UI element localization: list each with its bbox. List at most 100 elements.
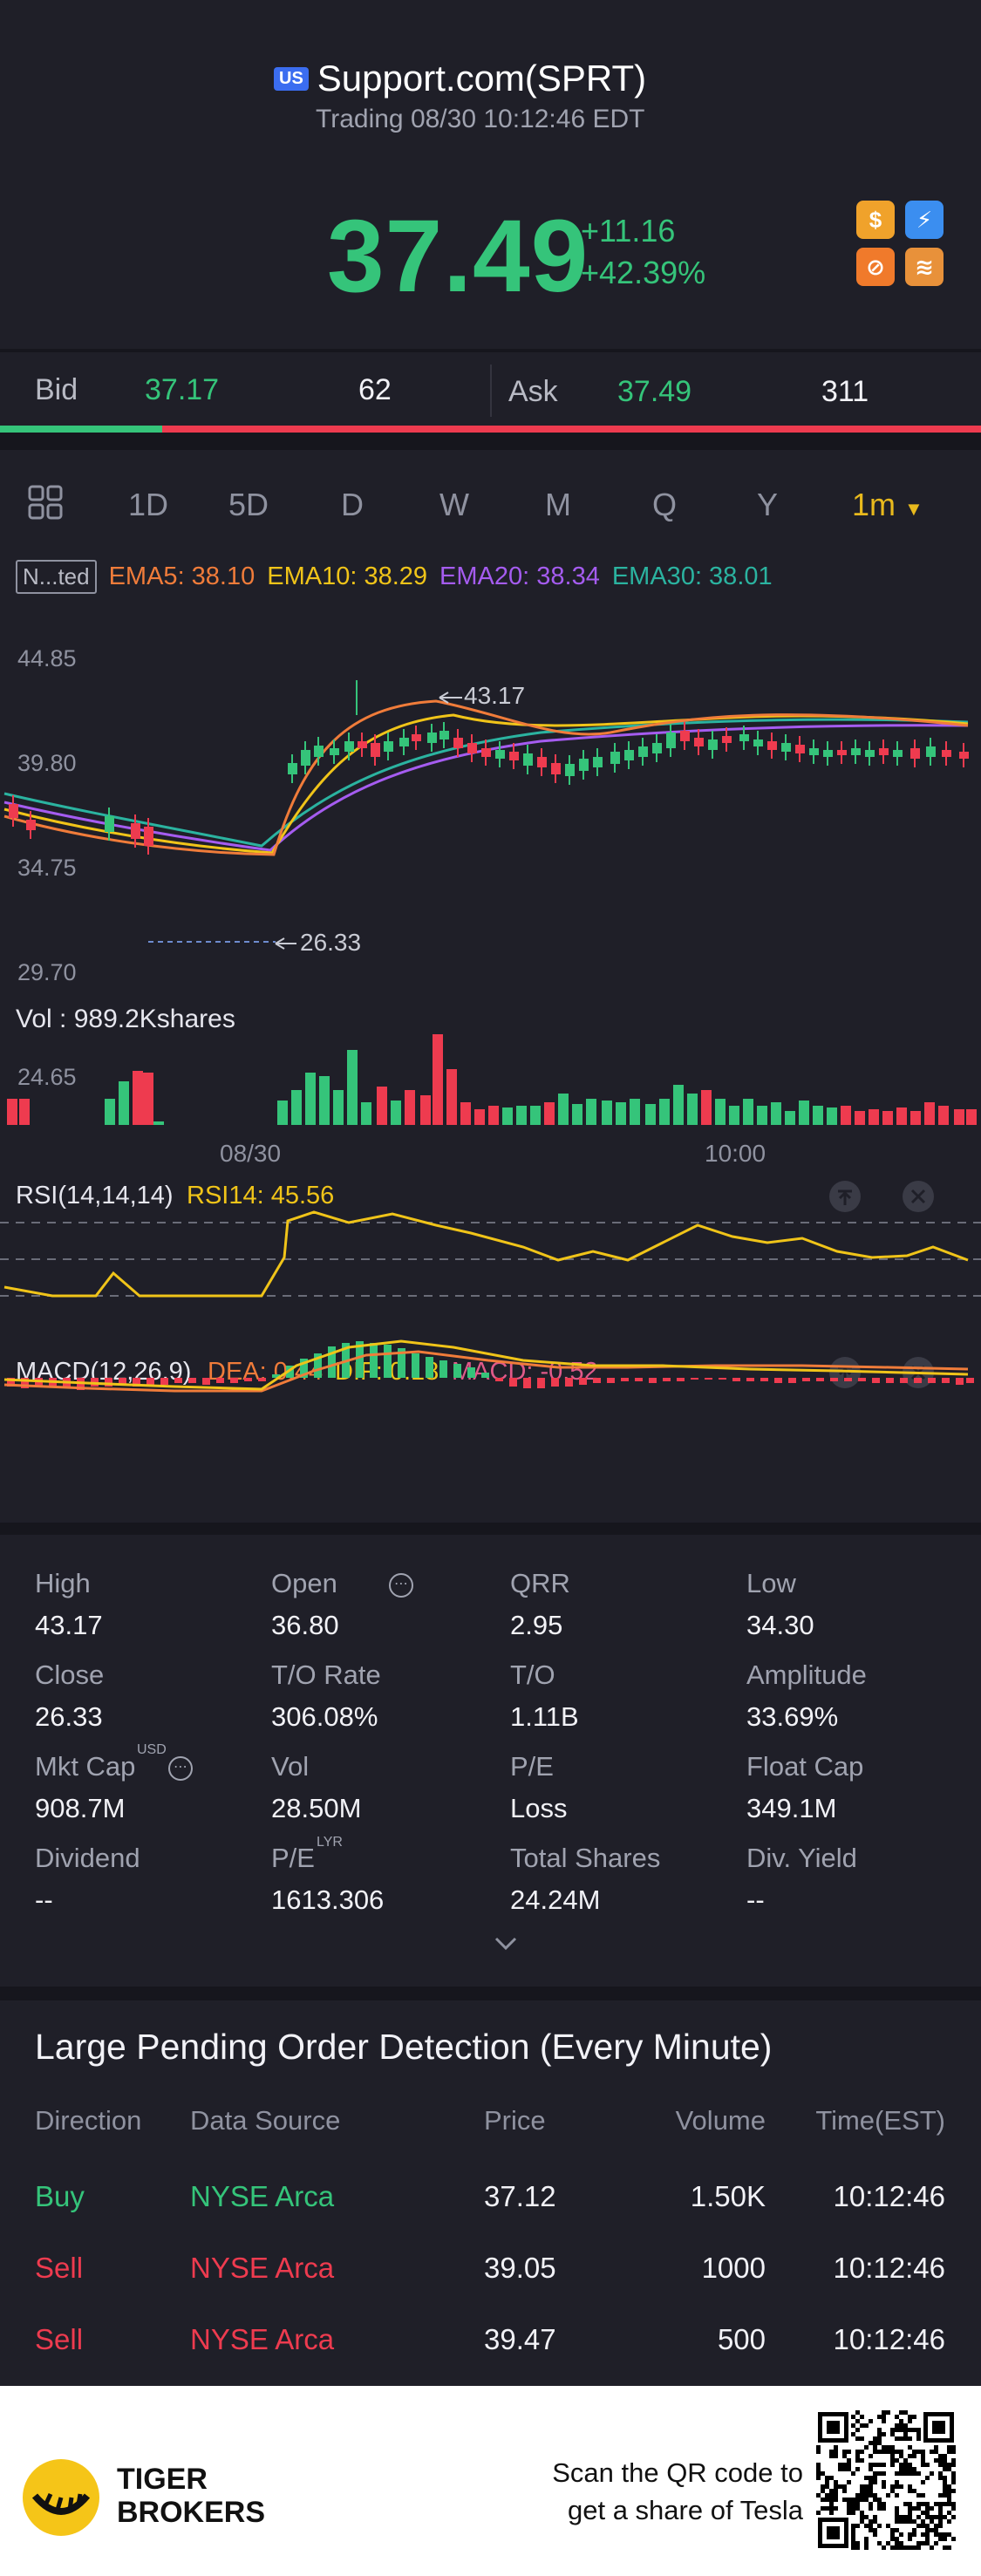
qr-module: [855, 2502, 860, 2506]
volume-bar: [586, 1099, 596, 1125]
candlestick: [865, 750, 875, 757]
macd-hist-bar: [426, 1357, 433, 1378]
candlestick: [358, 741, 367, 748]
qr-module: [925, 2541, 930, 2545]
qr-module: [860, 2484, 864, 2489]
tab-w[interactable]: W: [439, 487, 469, 522]
volume-bars: [7, 1034, 977, 1125]
qr-module: [899, 2463, 903, 2467]
qr-module: [912, 2428, 916, 2432]
macd-hist-bar: [607, 1378, 615, 1383]
qr-module: [951, 2480, 956, 2484]
qr-module: [908, 2502, 912, 2506]
tab-1d[interactable]: 1D: [128, 487, 169, 522]
trading-status: Trading 08/30 10:12:46 EDT: [316, 105, 645, 133]
qr-module: [882, 2445, 886, 2450]
candlestick: [910, 748, 920, 759]
macd-hist-bar: [928, 1378, 936, 1383]
indicator-tag[interactable]: N...ted: [16, 560, 97, 594]
qr-module: [908, 2515, 912, 2519]
order-volume: 1000: [701, 2252, 766, 2284]
qr-module: [860, 2450, 864, 2454]
tab-m[interactable]: M: [545, 487, 571, 522]
qr-finder-core: [827, 2421, 840, 2434]
candlestick: [823, 750, 833, 757]
brand-line-1: TIGER: [117, 2463, 208, 2496]
layout-grid-icon[interactable]: [28, 485, 63, 520]
tab-d[interactable]: D: [341, 487, 364, 522]
candlestick: [739, 734, 749, 741]
qr-module: [886, 2450, 890, 2454]
macd-hist-bar: [453, 1364, 461, 1378]
volume-bar: [910, 1111, 921, 1125]
qr-module: [864, 2541, 869, 2545]
qr-module: [816, 2476, 821, 2480]
ema-legend: N...ted EMA5: 38.10 EMA10: 38.29 EMA20: …: [16, 560, 773, 594]
stock-title[interactable]: Support.com(SPRT): [317, 58, 647, 99]
qr-module: [908, 2463, 912, 2467]
qr-module: [860, 2498, 864, 2502]
qr-module: [886, 2524, 890, 2528]
tab-y[interactable]: Y: [757, 487, 779, 522]
qr-module: [921, 2519, 925, 2524]
no-short-icon[interactable]: ⊘: [856, 248, 895, 286]
qr-module: [916, 2436, 921, 2441]
bid-size: 62: [358, 373, 392, 406]
info-icon[interactable]: ⋯: [389, 1573, 413, 1598]
qr-module: [951, 2450, 956, 2454]
volume-bar: [7, 1099, 17, 1125]
lightning-icon[interactable]: ⚡: [905, 201, 944, 239]
qr-module: [916, 2450, 921, 2454]
qr-module: [877, 2506, 882, 2511]
qr-module: [851, 2511, 855, 2515]
qr-module: [947, 2519, 951, 2524]
qr-module: [829, 2502, 834, 2506]
dollar-icon[interactable]: $: [856, 201, 895, 239]
price-axis-label: 44.85: [17, 645, 77, 671]
qr-module: [816, 2467, 821, 2471]
qr-module: [882, 2410, 886, 2415]
macd-hist-bar: [719, 1378, 726, 1380]
low-marker-arrow: [275, 937, 296, 950]
qr-module: [890, 2484, 895, 2489]
qr-module: [934, 2502, 938, 2506]
tab-5d[interactable]: 5D: [228, 487, 269, 522]
qr-module: [921, 2532, 925, 2537]
qr-module: [890, 2528, 895, 2532]
qr-module: [864, 2476, 869, 2480]
qr-module: [860, 2519, 864, 2524]
tab-1m[interactable]: 1m ▼: [852, 487, 923, 523]
qr-module: [895, 2493, 899, 2498]
qr-module: [903, 2519, 908, 2524]
volume-bar: [277, 1101, 288, 1125]
qr-module: [877, 2441, 882, 2445]
qr-module: [829, 2450, 834, 2454]
macd-hist-bar: [830, 1378, 838, 1381]
qr-module: [851, 2423, 855, 2428]
expand-chevron-icon[interactable]: [494, 1936, 518, 1956]
info-icon[interactable]: ⋯: [168, 1756, 193, 1781]
volume-bar: [896, 1107, 907, 1125]
qr-module: [951, 2537, 956, 2541]
margin-icon[interactable]: ≋: [905, 248, 944, 286]
order-source: NYSE Arca: [190, 2323, 335, 2355]
candlestick: [453, 738, 463, 748]
qr-module: [947, 2493, 951, 2498]
volume-bar: [966, 1109, 977, 1125]
qr-module: [925, 2511, 930, 2515]
tab-q[interactable]: Q: [652, 487, 678, 522]
macd-hist-bar: [900, 1378, 908, 1383]
candlestick: [722, 736, 732, 743]
qr-module: [834, 2445, 838, 2450]
ema30-value: EMA30: 38.01: [611, 562, 773, 590]
qr-code[interactable]: [816, 2410, 956, 2554]
qr-module: [912, 2450, 916, 2454]
chart-canvas[interactable]: 44.85 39.80 34.75 29.70 24.65 43.17 26.33 Vo…: [0, 610, 981, 1535]
qr-module: [934, 2532, 938, 2537]
candlestick: [638, 746, 648, 757]
volume-bar: [291, 1090, 302, 1125]
candlestick: [652, 743, 662, 753]
candlestick: [481, 748, 491, 757]
candlestick: [942, 750, 951, 757]
candlestick: [753, 739, 763, 746]
